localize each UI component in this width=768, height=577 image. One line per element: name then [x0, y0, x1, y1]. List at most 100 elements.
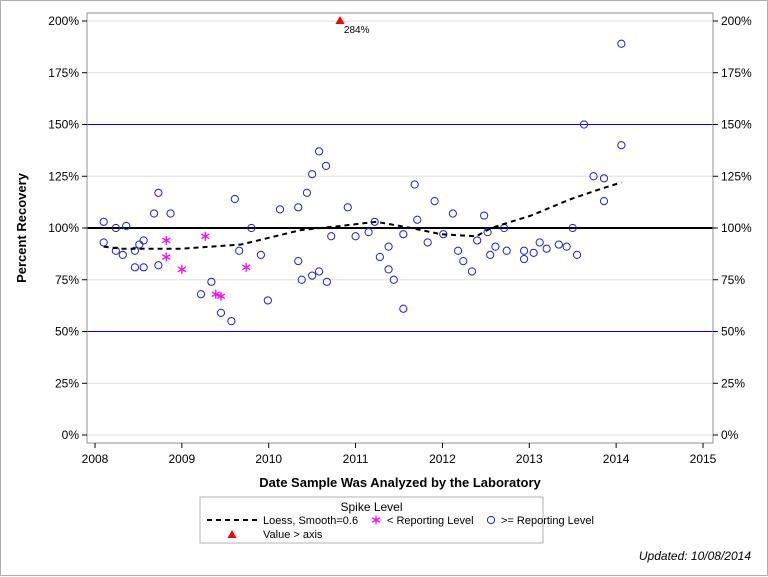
data-point-circle	[562, 242, 571, 251]
data-point-circle	[321, 161, 331, 170]
data-point-asterisk	[200, 231, 210, 241]
legend-title: Spike Level	[340, 500, 402, 514]
data-point-circle	[294, 257, 303, 266]
data-point-circle	[314, 267, 324, 276]
x-tick-label: 2009	[169, 452, 196, 466]
data-point-circle	[617, 39, 626, 48]
data-point-circle	[111, 223, 120, 233]
x-tick-label: 2011	[343, 452, 369, 466]
updated-note: Updated: 10/08/2014	[638, 549, 751, 563]
data-point-asterisk	[241, 262, 251, 272]
data-point-circle	[430, 196, 439, 206]
y-tick-label: 25%	[55, 376, 79, 390]
data-point-circle	[389, 275, 398, 284]
data-point-circle	[235, 246, 244, 255]
data-point-circle	[122, 221, 131, 231]
data-point-circle	[308, 170, 317, 179]
x-tick-label: 2015	[690, 452, 717, 466]
data-point-circle	[135, 240, 144, 249]
data-point-circle	[99, 238, 108, 247]
y2-tick-label: 125%	[721, 169, 752, 183]
data-point-circle	[297, 275, 306, 284]
y-tick-label: 75%	[55, 273, 79, 287]
data-point-circle	[423, 238, 432, 247]
data-point-circle	[579, 120, 589, 129]
data-point-circle	[130, 263, 140, 272]
y2-tick-label: 150%	[721, 118, 752, 132]
data-point-circle	[519, 246, 529, 255]
data-point-circle	[453, 246, 463, 255]
data-point-circle	[216, 308, 226, 317]
data-point-circle	[480, 211, 489, 220]
y-tick-label: 125%	[48, 169, 79, 183]
data-point-circle	[413, 215, 422, 224]
data-point-circle	[491, 242, 500, 251]
legend-box	[199, 496, 544, 544]
y2-tick-label: 175%	[721, 66, 752, 80]
data-point-circle	[370, 217, 379, 226]
data-point-circle	[519, 254, 529, 264]
data-point-circle	[263, 296, 272, 305]
y2-tick-label: 0%	[721, 428, 739, 442]
data-point-circle	[294, 203, 303, 212]
y-tick-label: 175%	[48, 66, 79, 80]
data-point-circle	[154, 188, 163, 197]
y-tick-label: 100%	[48, 221, 79, 235]
data-point-circle	[399, 304, 408, 313]
x-tick-label: 2008	[82, 452, 109, 466]
data-point-circle	[459, 257, 468, 266]
data-point-circle	[529, 248, 538, 257]
y2-tick-label: 200%	[721, 14, 752, 28]
data-point-asterisk	[161, 235, 171, 245]
data-point-asterisk	[177, 264, 187, 274]
data-point-circle	[589, 172, 598, 181]
data-point-circle	[351, 232, 360, 241]
value-above-axis-marker	[335, 16, 345, 24]
data-point-circle	[617, 141, 626, 150]
data-point-circle	[118, 250, 127, 260]
data-point-circle	[327, 232, 336, 241]
data-point-circle	[384, 265, 393, 274]
data-point-asterisk	[161, 252, 171, 262]
data-point-circle	[384, 242, 393, 251]
data-point-circle	[364, 228, 373, 237]
x-tick-label: 2010	[255, 452, 282, 466]
legend-triangle-swatch	[227, 530, 237, 538]
data-point-circle	[343, 203, 352, 212]
data-point-circle	[99, 217, 108, 226]
data-point-circle	[599, 196, 609, 206]
data-point-circle	[568, 223, 577, 233]
x-axis-label: Date Sample Was Analyzed by the Laborato…	[259, 475, 541, 490]
legend-label: Loess, Smooth=0.6	[263, 515, 358, 527]
data-point-circle	[247, 223, 256, 233]
data-point-circle	[130, 246, 140, 255]
data-point-circle	[314, 147, 324, 156]
data-point-circle	[230, 194, 239, 204]
y2-tick-label: 25%	[721, 376, 745, 390]
y2-tick-label: 100%	[721, 221, 752, 235]
legend-label: >= Reporting Level	[501, 515, 594, 527]
data-point-circle	[256, 250, 265, 260]
data-point-circle	[572, 250, 582, 260]
legend-label: < Reporting Level	[387, 515, 474, 527]
data-point-circle	[502, 246, 511, 255]
data-point-circle	[302, 188, 312, 197]
data-point-circle	[308, 271, 317, 280]
y2-tick-label: 75%	[721, 273, 745, 287]
data-point-circle	[473, 236, 482, 245]
y-axis-label: Percent Recovery	[14, 172, 29, 283]
data-point-circle	[467, 267, 477, 276]
data-point-circle	[154, 261, 163, 270]
data-point-circle	[149, 209, 159, 218]
legend-asterisk-swatch	[371, 515, 381, 525]
y2-tick-label: 50%	[721, 325, 745, 339]
data-point-circle	[486, 250, 495, 260]
value-above-axis-label: 284%	[344, 25, 370, 36]
legend-circle-swatch	[486, 515, 496, 525]
loess-line	[103, 181, 622, 250]
data-point-asterisk	[216, 291, 226, 301]
data-point-circle	[322, 277, 332, 286]
data-point-circle	[139, 263, 148, 272]
data-point-circle	[410, 180, 419, 189]
